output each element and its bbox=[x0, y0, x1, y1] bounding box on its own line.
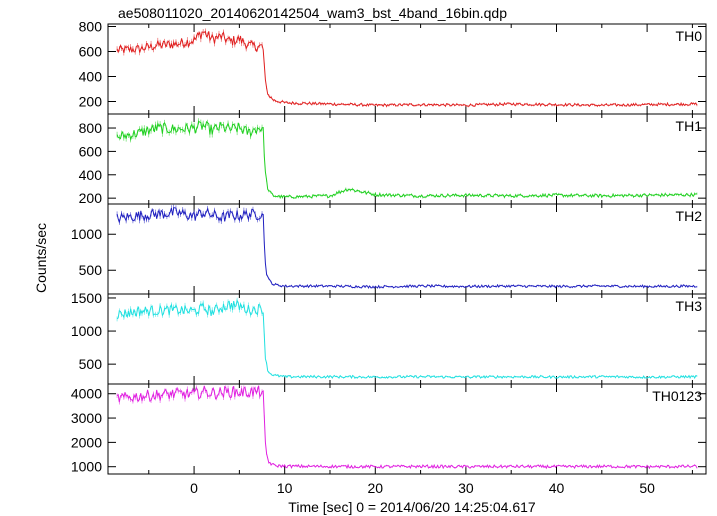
series-label-th0123: TH0123 bbox=[652, 388, 702, 404]
series-label-th2: TH2 bbox=[676, 208, 703, 224]
y-tick-label: 800 bbox=[79, 120, 103, 136]
y-tick-label: 1000 bbox=[71, 226, 102, 242]
y-axis-label: Counts/sec bbox=[33, 223, 49, 293]
panel-th3: 500 1000 1500 TH3 bbox=[71, 290, 707, 385]
error-bars-th1 bbox=[116, 118, 698, 200]
y-tick-label: 3000 bbox=[71, 410, 102, 426]
x-tick-label: 30 bbox=[458, 480, 474, 496]
panel-frame bbox=[107, 203, 707, 295]
y-tick-label: 500 bbox=[79, 356, 103, 372]
x-tick-label: 0 bbox=[190, 480, 198, 496]
chart-title: ae508011020_20140620142504_wam3_bst_4ban… bbox=[118, 5, 507, 21]
panel-th0: 200 400 600 800 TH0 bbox=[79, 19, 707, 115]
y-tick-label: 400 bbox=[79, 167, 103, 183]
x-tick-label: 50 bbox=[639, 480, 655, 496]
y-tick-label: 400 bbox=[79, 69, 103, 85]
error-bars-th0 bbox=[116, 28, 698, 108]
series-line-th3 bbox=[116, 299, 698, 380]
panel-th1: 200 400 600 800 TH1 bbox=[79, 113, 707, 206]
error-bars-th0123 bbox=[116, 385, 698, 469]
series-line-th0123 bbox=[116, 385, 698, 470]
panel-frame bbox=[107, 293, 707, 385]
y-tick-label: 800 bbox=[79, 19, 103, 35]
y-tick-label: 600 bbox=[79, 143, 103, 159]
series-line-th1 bbox=[116, 120, 698, 199]
y-tick-label: 500 bbox=[79, 262, 103, 278]
x-tick-label: 40 bbox=[549, 480, 565, 496]
series-line-th2 bbox=[116, 206, 698, 289]
series-label-th3: TH3 bbox=[676, 298, 703, 314]
y-tick-label: 1000 bbox=[71, 459, 102, 475]
y-tick-label: 200 bbox=[79, 94, 103, 110]
y-tick-label: 1000 bbox=[71, 323, 102, 339]
series-line-th0 bbox=[116, 30, 698, 108]
panel-frame bbox=[107, 383, 707, 475]
y-tick-label: 600 bbox=[79, 44, 103, 60]
panel-th0123: 1000 2000 3000 4000 TH0123 bbox=[71, 383, 707, 475]
y-tick-label: 1500 bbox=[71, 290, 102, 306]
x-axis-label: Time [sec] 0 = 2014/06/20 14:25:04.617 bbox=[288, 499, 536, 515]
panel-th2: 500 1000 TH2 bbox=[71, 203, 707, 295]
x-tick-label: 10 bbox=[277, 480, 293, 496]
y-tick-label: 4000 bbox=[71, 386, 102, 402]
error-bars-th2 bbox=[116, 204, 698, 289]
y-tick-label: 2000 bbox=[71, 434, 102, 450]
x-tick-label: 20 bbox=[367, 480, 383, 496]
y-tick-label: 200 bbox=[79, 190, 103, 206]
series-label-th1: TH1 bbox=[676, 118, 703, 134]
series-label-th0: TH0 bbox=[676, 28, 703, 44]
panel-frame bbox=[107, 23, 707, 115]
